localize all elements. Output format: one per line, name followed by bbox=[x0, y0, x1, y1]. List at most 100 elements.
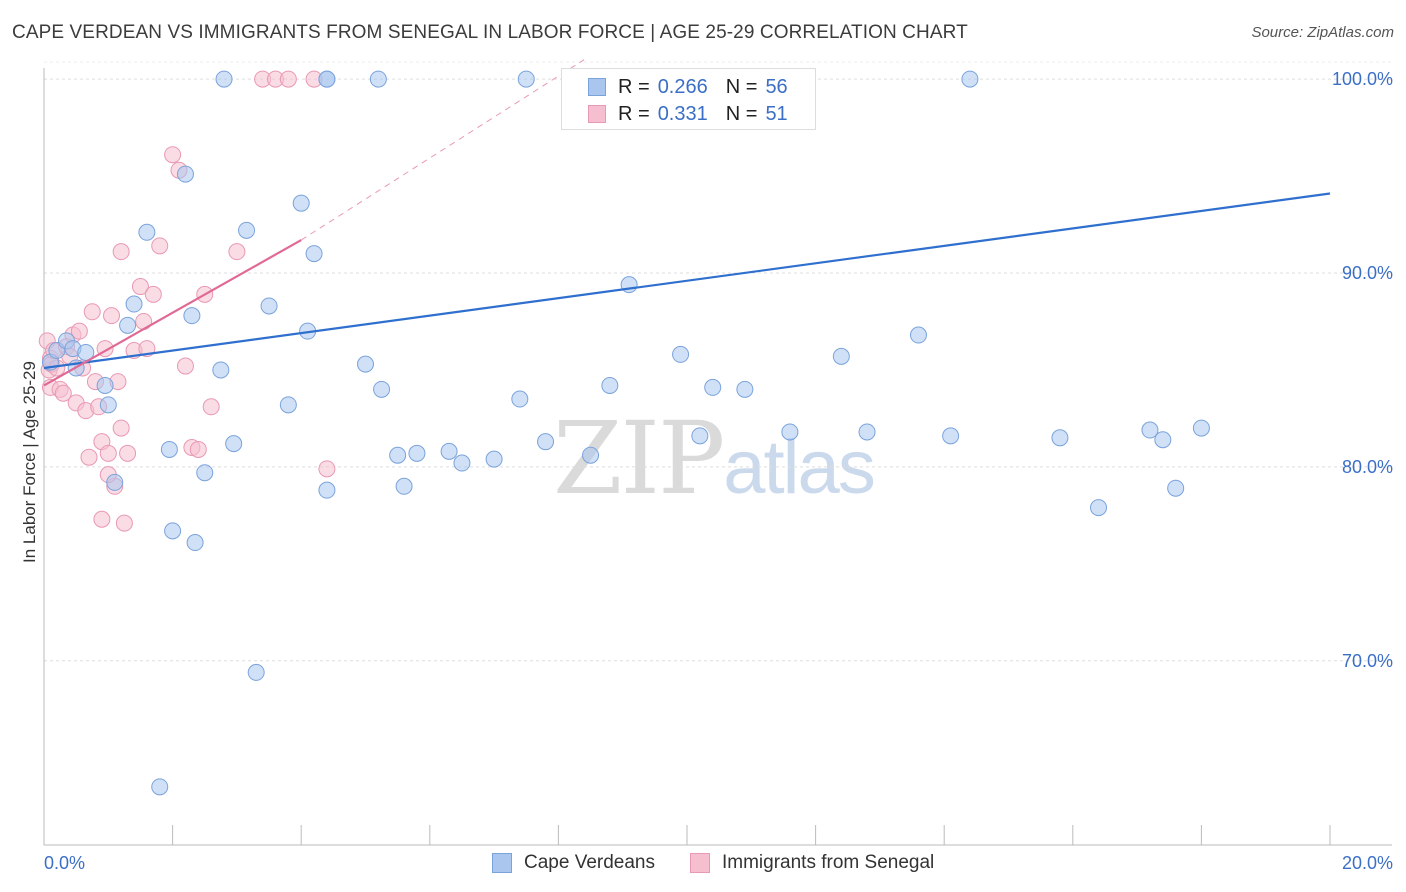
cape-verdean-point bbox=[106, 473, 124, 491]
legend-swatch-blue bbox=[588, 78, 606, 96]
cape-verdean-points bbox=[41, 70, 1210, 796]
senegal-point bbox=[228, 243, 246, 261]
cape-verdean-point bbox=[225, 435, 243, 453]
cape-verdean-point bbox=[279, 396, 297, 414]
senegal-point bbox=[189, 440, 207, 458]
cape-verdean-point bbox=[215, 70, 233, 88]
senegal-point bbox=[279, 70, 297, 88]
axes bbox=[43, 68, 1392, 846]
cape-verdean-point bbox=[247, 663, 265, 681]
legend-swatch-pink bbox=[690, 853, 710, 873]
cape-verdean-point bbox=[138, 223, 156, 241]
senegal-point bbox=[176, 357, 194, 375]
cape-verdean-point bbox=[961, 70, 979, 88]
senegal-point bbox=[144, 285, 162, 303]
senegal-point bbox=[112, 243, 130, 261]
cape-verdean-point bbox=[260, 297, 278, 315]
senegal-point bbox=[103, 307, 121, 325]
legend-n-label: N = bbox=[725, 75, 758, 98]
trend-lines bbox=[43, 59, 1331, 387]
legend-label: Cape Verdeans bbox=[524, 852, 655, 873]
cape-verdean-point bbox=[601, 376, 619, 394]
cape-verdean-point bbox=[99, 396, 117, 414]
senegal-point bbox=[119, 444, 137, 462]
cape-verdean-point bbox=[357, 355, 374, 373]
senegal-point bbox=[112, 419, 130, 437]
legend-r-label: R = bbox=[618, 102, 650, 125]
cape-verdean-point bbox=[704, 378, 722, 396]
cape-verdean-point bbox=[691, 427, 709, 445]
senegal-point bbox=[80, 448, 98, 466]
cape-verdean-point bbox=[196, 464, 214, 482]
senegal-point bbox=[83, 303, 101, 321]
senegal-points bbox=[38, 70, 336, 532]
cape-verdean-point bbox=[77, 343, 95, 361]
grid-lines bbox=[44, 61, 1392, 662]
cape-verdean-point bbox=[1167, 479, 1185, 497]
legend-n-label: N = bbox=[725, 102, 758, 125]
legend-r-value: 0.266 bbox=[657, 75, 708, 98]
cape-verdean-point bbox=[369, 70, 387, 88]
y-tick-label: 90.0% bbox=[1342, 263, 1393, 283]
stats-legend: R = 0.266 N = 56 R = 0.331 N = 51 bbox=[561, 68, 816, 130]
cape-verdean-point bbox=[119, 316, 137, 334]
cape-verdean-point bbox=[238, 221, 256, 239]
cape-verdean-point bbox=[672, 345, 690, 363]
legend-swatch-pink bbox=[588, 105, 606, 123]
watermark-zip: ZIP bbox=[553, 400, 725, 517]
senegal-trend-extension bbox=[300, 59, 585, 241]
senegal-point bbox=[93, 510, 111, 528]
legend-n-value: 56 bbox=[765, 75, 788, 98]
senegal-point bbox=[164, 146, 182, 164]
senegal-trend-line bbox=[43, 239, 302, 387]
senegal-point bbox=[70, 322, 88, 340]
legend-row-cape-verdeans: R = 0.266 N = 56 bbox=[588, 74, 788, 100]
legend-item-cape-verdeans: Cape Verdeans bbox=[492, 852, 655, 874]
series-legend: Cape Verdeans Immigrants from Senegal bbox=[0, 852, 1406, 878]
x-tick-label: 0.0% bbox=[44, 853, 85, 873]
legend-r-value: 0.331 bbox=[657, 102, 708, 125]
cape-verdean-point bbox=[453, 454, 471, 472]
cape-verdean-point bbox=[858, 423, 876, 441]
cape-verdean-point bbox=[160, 440, 178, 458]
cape-verdean-point bbox=[517, 70, 535, 88]
senegal-point bbox=[151, 237, 169, 255]
cape-verdean-point bbox=[176, 165, 194, 183]
cape-verdean-point bbox=[537, 433, 555, 451]
senegal-point bbox=[202, 398, 220, 416]
senegal-point bbox=[318, 460, 336, 478]
cape-verdean-point bbox=[373, 380, 391, 398]
y-axis-label: In Labor Force | Age 25-29 bbox=[20, 361, 39, 563]
cape-verdean-point bbox=[511, 390, 529, 408]
cape-verdean-point bbox=[781, 423, 799, 441]
cape-verdean-point bbox=[1090, 499, 1108, 517]
legend-n-value: 51 bbox=[765, 102, 788, 125]
senegal-point bbox=[131, 278, 149, 296]
legend-label: Immigrants from Senegal bbox=[722, 852, 935, 873]
cape-verdean-point bbox=[389, 446, 407, 464]
watermark-atlas: atlas bbox=[723, 425, 876, 510]
cape-verdean-point bbox=[151, 778, 169, 796]
watermark: ZIPatlas bbox=[553, 400, 876, 517]
senegal-point bbox=[99, 444, 117, 462]
cape-verdean-point bbox=[292, 194, 310, 212]
cape-verdean-point bbox=[212, 361, 230, 379]
cape-verdean-point bbox=[318, 70, 336, 88]
cape-verdean-point bbox=[318, 481, 336, 499]
cape-verdean-point bbox=[125, 295, 143, 313]
x-tick-label: 20.0% bbox=[1342, 853, 1393, 873]
senegal-point bbox=[115, 514, 133, 532]
cape-verdean-point bbox=[1051, 429, 1069, 447]
cape-verdean-point bbox=[440, 442, 458, 460]
cape-verdean-point bbox=[183, 307, 201, 325]
legend-swatch-blue bbox=[492, 853, 512, 873]
cape-verdean-point bbox=[1192, 419, 1210, 437]
tick-labels: 70.0% 80.0% 90.0% 100.0% 0.0% 20.0% bbox=[44, 69, 1393, 873]
cape-verdean-trend-line bbox=[43, 192, 1331, 370]
source-credit: Source: ZipAtlas.com bbox=[1251, 24, 1394, 41]
legend-row-senegal: R = 0.331 N = 51 bbox=[588, 101, 788, 127]
cape-verdean-point bbox=[1141, 421, 1159, 439]
cape-verdean-point bbox=[96, 376, 114, 394]
cape-verdean-point bbox=[1154, 431, 1172, 449]
